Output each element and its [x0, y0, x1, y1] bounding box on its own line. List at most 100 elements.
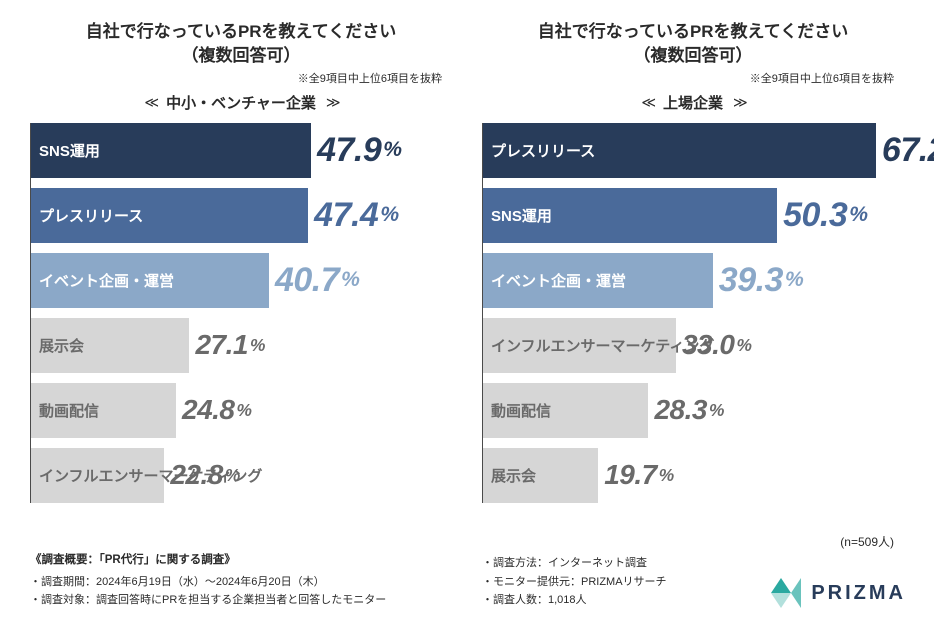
bar-value-number: 28.3 — [654, 394, 707, 426]
sample-size: (n=509人) — [840, 533, 894, 550]
bar-value: 40.7% — [275, 253, 359, 308]
bar-value-number: 50.3 — [783, 196, 847, 235]
bar: イベント企画・運営 — [31, 253, 269, 308]
extract-note: ※全9項目中上位6項目を抜粋 — [482, 70, 904, 86]
chevron-left-icon: ≪ — [144, 94, 156, 111]
bar-value: 22.8% — [170, 448, 239, 503]
bar-label: プレスリリース — [483, 140, 595, 161]
bar: SNS運用 — [483, 188, 777, 243]
bar-row: イベント企画・運営 39.3% — [483, 253, 904, 308]
brand-name: PRIZMA — [811, 582, 906, 605]
percent-sign: % — [341, 268, 359, 292]
brand-logo: PRIZMA — [771, 578, 906, 608]
question-line2: （複数回答可） — [634, 46, 753, 65]
bar-value: 27.1% — [195, 318, 264, 373]
question-line1: 自社で行なっているPRを教えてください — [538, 22, 848, 41]
percent-sign: % — [237, 400, 252, 421]
bar-label: 展示会 — [483, 465, 536, 486]
bar-row: SNS運用 47.9% — [31, 123, 452, 178]
bar-value-number: 33.0 — [682, 329, 735, 361]
footer-left: 《調査概要：「PR代行」に関する調査》 ・調査期間：2024年6月19日（水）〜… — [30, 551, 452, 610]
bar-value-number: 47.4 — [314, 196, 378, 235]
footer-left-title: 《調査概要：「PR代行」に関する調査》 — [30, 551, 452, 571]
bar-value: 67.2% — [882, 123, 934, 178]
question-line1: 自社で行なっているPRを教えてください — [86, 22, 396, 41]
percent-sign: % — [250, 335, 265, 356]
bar: 動画配信 — [31, 383, 176, 438]
bar-row: イベント企画・運営 40.7% — [31, 253, 452, 308]
bar-value: 47.9% — [317, 123, 401, 178]
prizma-mark-icon — [771, 578, 805, 608]
segment-title: 中小・ベンチャー企業 — [166, 92, 316, 113]
bar-row: プレスリリース47.4% — [31, 188, 452, 243]
bar-row: 展示会 19.7% — [483, 448, 904, 503]
chevron-right-icon: ≫ — [733, 94, 745, 111]
question-line2: （複数回答可） — [182, 46, 301, 65]
bar-label: 展示会 — [31, 335, 84, 356]
bar-value: 19.7% — [604, 448, 673, 503]
bar-chart: プレスリリース67.2%SNS運用50.3%イベント企画・運営39.3%インフル… — [482, 123, 904, 503]
subtitle-row: ≪ 中小・ベンチャー企業 ≫ — [30, 92, 452, 113]
percent-sign: % — [659, 465, 674, 486]
bar-value-number: 67.2 — [882, 131, 934, 170]
bar-value: 28.3% — [654, 383, 723, 438]
bar-row: プレスリリース67.2% — [483, 123, 904, 178]
extract-note: ※全9項目中上位6項目を抜粋 — [30, 70, 452, 86]
bar-label: 動画配信 — [483, 400, 551, 421]
bar-value-number: 27.1 — [195, 329, 248, 361]
bar-value: 39.3% — [719, 253, 803, 308]
bar-row: 展示会 27.1% — [31, 318, 452, 373]
chart-panel: 自社で行なっているPRを教えてください （複数回答可） ※全9項目中上位6項目を抜粋… — [482, 20, 904, 513]
bar-value-number: 19.7 — [604, 459, 657, 491]
chevron-right-icon: ≫ — [326, 94, 338, 111]
bar-value: 24.8% — [182, 383, 251, 438]
bar-value-number: 24.8 — [182, 394, 235, 426]
bar-value-number: 47.9 — [317, 131, 381, 170]
percent-sign: % — [736, 335, 751, 356]
bar-row: インフルエンサーマーケティング22.8% — [31, 448, 452, 503]
bar-label: SNS運用 — [31, 140, 100, 161]
bar-value: 33.0% — [682, 318, 751, 373]
bar-label: イベント企画・運営 — [31, 270, 174, 291]
chart-panels: 自社で行なっているPRを教えてください （複数回答可） ※全9項目中上位6項目を抜粋… — [0, 0, 934, 513]
bar-chart: SNS運用47.9%プレスリリース47.4%イベント企画・運営40.7%展示会2… — [30, 123, 452, 503]
segment-title: 上場企業 — [663, 92, 723, 113]
percent-sign: % — [785, 268, 803, 292]
bar: インフルエンサーマーケティング — [483, 318, 676, 373]
bar-label: インフルエンサーマーケティング — [483, 335, 714, 356]
bar-row: インフルエンサーマーケティング33.0% — [483, 318, 904, 373]
bar: 動画配信 — [483, 383, 648, 438]
bar-row: 動画配信 24.8% — [31, 383, 452, 438]
bar: プレスリリース — [483, 123, 876, 178]
footer-line: ・調査期間：2024年6月19日（水）〜2024年6月20日（木） — [30, 573, 452, 592]
percent-sign: % — [383, 138, 401, 162]
subtitle-row: ≪ 上場企業 ≫ — [482, 92, 904, 113]
bar-label: イベント企画・運営 — [483, 270, 626, 291]
percent-sign: % — [380, 203, 398, 227]
bar: SNS運用 — [31, 123, 311, 178]
bar: イベント企画・運営 — [483, 253, 713, 308]
percent-sign: % — [709, 400, 724, 421]
bar: プレスリリース — [31, 188, 308, 243]
bar-value: 50.3% — [783, 188, 867, 243]
bar-row: 動画配信 28.3% — [483, 383, 904, 438]
footer-line: ・調査方法：インターネット調査 — [482, 554, 904, 573]
bar-row: SNS運用 50.3% — [483, 188, 904, 243]
bar-value-number: 40.7 — [275, 261, 339, 300]
question-text: 自社で行なっているPRを教えてください （複数回答可） — [482, 20, 904, 68]
bar-label: 動画配信 — [31, 400, 99, 421]
footer-line: ・調査対象：調査回答時にPRを担当する企業担当者と回答したモニター — [30, 591, 452, 610]
footer-left-lines: ・調査期間：2024年6月19日（水）〜2024年6月20日（木）・調査対象：調… — [30, 573, 452, 610]
bar-value-number: 39.3 — [719, 261, 783, 300]
percent-sign: % — [225, 465, 240, 486]
chart-panel: 自社で行なっているPRを教えてください （複数回答可） ※全9項目中上位6項目を抜粋… — [30, 20, 452, 513]
bar: 展示会 — [31, 318, 189, 373]
bar-value-number: 22.8 — [170, 459, 223, 491]
chevron-left-icon: ≪ — [641, 94, 653, 111]
question-text: 自社で行なっているPRを教えてください （複数回答可） — [30, 20, 452, 68]
bar: インフルエンサーマーケティング — [31, 448, 164, 503]
bar-label: SNS運用 — [483, 205, 552, 226]
bar: 展示会 — [483, 448, 598, 503]
bar-value: 47.4% — [314, 188, 398, 243]
percent-sign: % — [849, 203, 867, 227]
